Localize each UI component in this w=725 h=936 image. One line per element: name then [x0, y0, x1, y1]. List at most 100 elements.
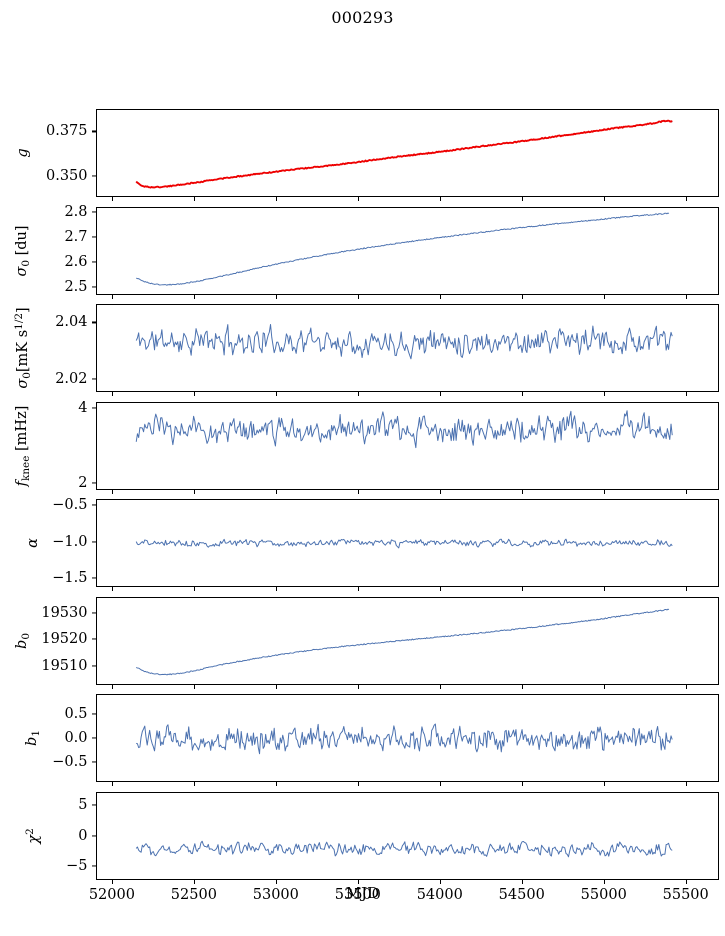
plot-area-sigma0_mK [135, 324, 673, 360]
x-tick-mark [111, 782, 113, 786]
y-tick-mark [91, 130, 96, 132]
x-tick-mark [275, 684, 277, 689]
x-tick-mark [685, 392, 687, 396]
x-tick-mark [357, 879, 359, 884]
plot-panel-b0 [95, 596, 719, 685]
x-tick-mark [439, 587, 441, 591]
x-tick-mark [439, 684, 441, 689]
y-tick-label: 2.02 [55, 370, 88, 387]
y-tick-label: 2.6 [64, 253, 88, 270]
x-tick-mark [603, 197, 605, 201]
y-tick-mark [91, 378, 96, 380]
series-line-b0 [135, 608, 669, 675]
x-tick-mark [111, 392, 113, 396]
y-tick-mark [91, 504, 96, 506]
series-line-sigma0_mK [135, 324, 673, 360]
plot-area-alpha [135, 538, 673, 549]
y-tick-label: 4 [78, 399, 88, 416]
y-tick-label: 2.7 [64, 228, 88, 245]
x-tick-label: 53500 [334, 886, 381, 903]
plot-panel-b1 [95, 694, 719, 782]
y-tick-label: 0.375 [45, 123, 88, 140]
plot-area-b1 [135, 723, 673, 755]
y-tick-label: 2.8 [64, 203, 88, 220]
x-tick-label: 54000 [416, 886, 463, 903]
x-tick-mark [521, 489, 523, 494]
plot-area-model [135, 119, 673, 189]
series-line-f_knee [135, 409, 673, 448]
x-tick-mark [439, 392, 441, 396]
x-tick-mark [521, 197, 523, 201]
x-tick-mark [521, 879, 523, 884]
y-axis-label-sigma0_du: σ0 [du] [14, 224, 32, 277]
x-tick-mark [685, 587, 687, 591]
x-axis-label: MJD [345, 884, 380, 902]
y-tick-label: 0.350 [45, 168, 88, 185]
x-tick-label: 52000 [88, 886, 135, 903]
plot-area-b0 [135, 608, 669, 675]
x-tick-mark [603, 392, 605, 396]
y-tick-label: −0.5 [52, 496, 88, 513]
x-tick-mark [193, 879, 195, 884]
plot-area-sigma0_du [135, 212, 669, 286]
x-tick-mark [439, 489, 441, 494]
x-tick-mark [193, 782, 195, 786]
y-tick-label: −1.0 [52, 533, 88, 550]
x-tick-mark [357, 782, 359, 786]
x-tick-mark [357, 587, 359, 591]
y-tick-mark [91, 540, 96, 543]
x-tick-mark [439, 294, 441, 299]
y-tick-mark [91, 261, 96, 263]
y-tick-mark [91, 611, 96, 614]
x-tick-mark [439, 197, 441, 201]
x-tick-mark [111, 684, 113, 689]
y-tick-label: 19510 [41, 657, 88, 674]
figure-title: 000293 [331, 8, 394, 27]
x-tick-mark [193, 587, 195, 591]
y-tick-mark [91, 407, 96, 409]
y-tick-mark [91, 761, 96, 763]
y-tick-label: 5 [78, 796, 88, 813]
x-tick-mark [685, 879, 687, 884]
y-tick-mark [91, 210, 96, 213]
x-tick-mark [685, 489, 687, 494]
x-tick-mark [111, 489, 113, 494]
x-tick-mark [439, 782, 441, 786]
x-tick-mark [275, 392, 277, 396]
x-tick-mark [275, 489, 277, 494]
y-tick-mark [91, 804, 96, 806]
x-tick-mark [357, 684, 359, 689]
x-tick-mark [685, 197, 687, 201]
y-tick-label: −5 [66, 857, 88, 874]
y-tick-mark [91, 236, 96, 238]
plot-panel-chi2 [95, 791, 719, 880]
x-tick-mark [521, 392, 523, 396]
x-tick-mark [521, 587, 523, 591]
y-tick-mark [91, 321, 96, 323]
x-tick-mark [275, 294, 277, 299]
y-tick-mark [91, 865, 96, 867]
y-tick-label: −0.5 [52, 753, 88, 770]
y-tick-label: 2 [78, 474, 88, 491]
plot-area-chi2 [135, 840, 672, 857]
series-line-alpha [135, 538, 673, 549]
y-tick-mark [91, 286, 96, 288]
y-tick-mark [91, 665, 96, 667]
y-tick-label: 19520 [41, 630, 88, 647]
plot-panel-sigma0_du [95, 206, 719, 295]
x-tick-mark [193, 197, 195, 201]
x-tick-mark [439, 879, 441, 884]
x-tick-mark [603, 489, 605, 494]
y-axis-label-f_knee: fknee [mHz] [14, 405, 32, 486]
x-tick-mark [521, 294, 523, 299]
x-tick-mark [275, 587, 277, 591]
y-tick-mark [91, 175, 96, 177]
x-tick-mark [193, 392, 195, 396]
x-tick-mark [685, 782, 687, 786]
x-tick-mark [603, 294, 605, 299]
y-axis-label-alpha: α [25, 538, 41, 548]
x-tick-mark [193, 294, 195, 299]
x-tick-label: 52500 [170, 886, 217, 903]
x-tick-mark [275, 197, 277, 201]
x-tick-mark [275, 879, 277, 884]
